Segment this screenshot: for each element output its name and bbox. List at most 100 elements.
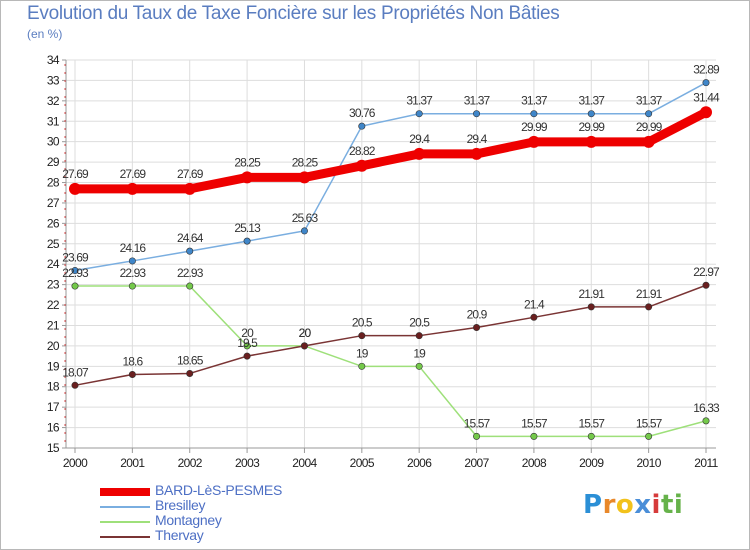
data-point xyxy=(702,281,710,289)
data-label: 28.25 xyxy=(292,155,319,169)
y-axis-unit-label: (en %) xyxy=(27,27,63,41)
y-tick-label: 17 xyxy=(47,400,60,414)
data-label: 30.76 xyxy=(349,106,376,120)
x-tick-label: 2006 xyxy=(407,456,432,470)
data-point xyxy=(415,362,423,370)
data-point xyxy=(243,342,251,350)
y-tick-label: 19 xyxy=(47,359,60,373)
y-tick-label: 16 xyxy=(47,421,60,435)
y-tick-label: 30 xyxy=(47,135,60,149)
data-point xyxy=(470,147,483,160)
data-label: 19.5 xyxy=(237,336,258,350)
data-label: 20 xyxy=(299,326,312,340)
data-label: 29.99 xyxy=(521,120,548,134)
data-point xyxy=(300,342,308,350)
logo-letter: i xyxy=(673,490,684,520)
logo-letter: x xyxy=(634,490,652,520)
data-point xyxy=(585,135,598,148)
data-point xyxy=(128,257,136,265)
data-label: 31.37 xyxy=(579,94,606,108)
data-label: 27.69 xyxy=(62,167,89,181)
data-point xyxy=(355,159,368,172)
x-tick-label: 2011 xyxy=(694,456,718,470)
data-label: 16.33 xyxy=(693,401,720,415)
y-tick-label: 18 xyxy=(47,380,60,394)
data-point xyxy=(530,432,538,440)
data-label: 31.44 xyxy=(693,90,720,104)
data-point xyxy=(702,417,710,425)
data-point xyxy=(243,237,251,245)
y-tick-label: 22 xyxy=(47,298,60,312)
data-labels: 27.69 27.69 27.69 28.25 28.25 28.82 29.4 29.4 29… xyxy=(62,63,721,431)
y-tick-label: 27 xyxy=(47,196,60,210)
data-label: 27.69 xyxy=(177,167,204,181)
y-tick-label: 15 xyxy=(47,441,60,455)
logo-letter: t xyxy=(660,490,674,520)
data-point xyxy=(473,324,481,332)
series-line-montagney xyxy=(74,285,707,438)
y-tick-label: 29 xyxy=(47,155,60,169)
data-point xyxy=(241,171,254,184)
data-label: 20.5 xyxy=(409,316,430,330)
data-point xyxy=(530,313,538,321)
data-label: 29.4 xyxy=(409,132,430,146)
data-label: 20 xyxy=(299,326,312,340)
data-label: 18.07 xyxy=(62,365,89,379)
data-point xyxy=(128,370,136,378)
data-label: 15.57 xyxy=(636,416,663,430)
y-tick-label: 31 xyxy=(47,114,60,128)
data-point xyxy=(645,432,653,440)
data-point xyxy=(300,227,308,235)
data-point xyxy=(358,332,366,340)
data-point xyxy=(587,432,595,440)
y-tick-label: 24 xyxy=(47,257,60,271)
data-label: 23.69 xyxy=(62,251,89,265)
y-tick-label: 33 xyxy=(47,73,60,87)
data-label: 27.69 xyxy=(120,167,147,181)
legend-label: Thervay xyxy=(155,527,204,543)
y-tick-label: 23 xyxy=(47,278,60,292)
data-label: 28.82 xyxy=(349,144,376,158)
axes: 15 16 17 18 19 20 21 22 23 24 25 26 27 28 29 30 31 32 33 34… xyxy=(47,53,719,470)
data-point xyxy=(186,369,194,377)
data-label: 20.9 xyxy=(467,308,488,322)
data-label: 25.63 xyxy=(292,211,319,225)
data-point xyxy=(186,247,194,255)
y-tick-label: 26 xyxy=(47,216,60,230)
plot-area xyxy=(66,60,716,448)
data-point xyxy=(587,303,595,311)
data-point xyxy=(186,282,194,290)
chart-title: Evolution du Taux de Taxe Foncière sur l… xyxy=(27,3,560,24)
data-point xyxy=(642,135,655,148)
data-point xyxy=(71,267,79,275)
y-tick-label: 21 xyxy=(47,318,60,332)
data-point xyxy=(700,106,712,119)
series-line-thervay xyxy=(74,284,707,387)
data-point xyxy=(473,432,481,440)
data-label: 31.37 xyxy=(521,94,548,108)
data-point xyxy=(415,332,423,340)
data-label: 31.37 xyxy=(464,94,491,108)
data-point xyxy=(413,147,426,160)
x-tick-label: 2000 xyxy=(63,456,88,470)
data-label: 25.13 xyxy=(234,221,261,235)
data-label: 15.57 xyxy=(579,416,606,430)
data-label: 20 xyxy=(241,326,254,340)
logo-letter: o xyxy=(615,490,635,520)
data-point xyxy=(358,122,366,130)
y-tick-label: 20 xyxy=(47,339,60,353)
x-tick-label: 2005 xyxy=(350,456,375,470)
data-label: 21.4 xyxy=(524,297,545,311)
data-label: 32.89 xyxy=(693,63,720,77)
grid xyxy=(66,59,716,449)
data-label: 29.99 xyxy=(579,120,606,134)
data-point xyxy=(358,362,366,370)
data-point xyxy=(183,182,196,195)
series-line-bard-l-s-pesmes xyxy=(70,107,711,194)
y-tick-label: 32 xyxy=(47,94,60,108)
logo-letter: i xyxy=(651,490,661,520)
data-label: 28.25 xyxy=(234,155,261,169)
legend-swatch xyxy=(100,536,150,538)
data-point xyxy=(645,303,653,311)
